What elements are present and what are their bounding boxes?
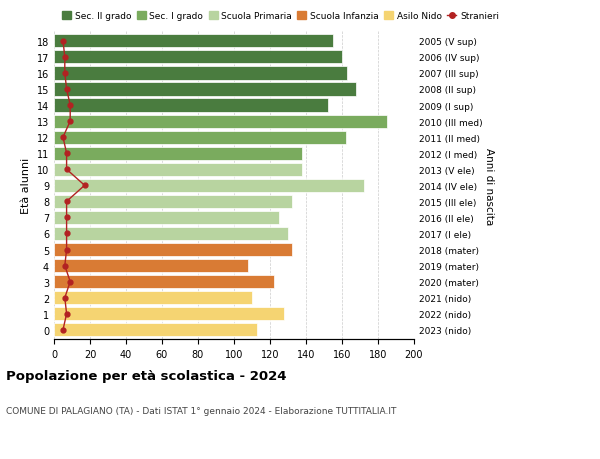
Legend: Sec. II grado, Sec. I grado, Scuola Primaria, Scuola Infanzia, Asilo Nido, Stran: Sec. II grado, Sec. I grado, Scuola Prim… — [59, 8, 503, 24]
Bar — [54, 243, 292, 257]
Text: COMUNE DI PALAGIANO (TA) - Dati ISTAT 1° gennaio 2024 - Elaborazione TUTTITALIA.: COMUNE DI PALAGIANO (TA) - Dati ISTAT 1°… — [6, 406, 397, 415]
Bar — [54, 99, 328, 112]
Bar — [54, 324, 257, 336]
Text: Popolazione per età scolastica - 2024: Popolazione per età scolastica - 2024 — [6, 369, 287, 382]
Bar — [54, 308, 284, 320]
Bar — [54, 35, 333, 48]
Y-axis label: Età alunni: Età alunni — [21, 158, 31, 214]
Bar — [54, 227, 288, 241]
Bar — [54, 179, 364, 192]
Bar — [54, 67, 347, 80]
Bar — [54, 115, 387, 129]
Bar — [54, 196, 292, 208]
Bar — [54, 163, 302, 176]
Bar — [54, 211, 279, 224]
Bar — [54, 259, 248, 273]
Bar — [54, 275, 274, 289]
Bar — [54, 291, 252, 305]
Bar — [54, 51, 342, 64]
Y-axis label: Anni di nascita: Anni di nascita — [484, 147, 494, 224]
Bar — [54, 131, 346, 145]
Bar — [54, 83, 356, 96]
Bar — [54, 147, 302, 161]
